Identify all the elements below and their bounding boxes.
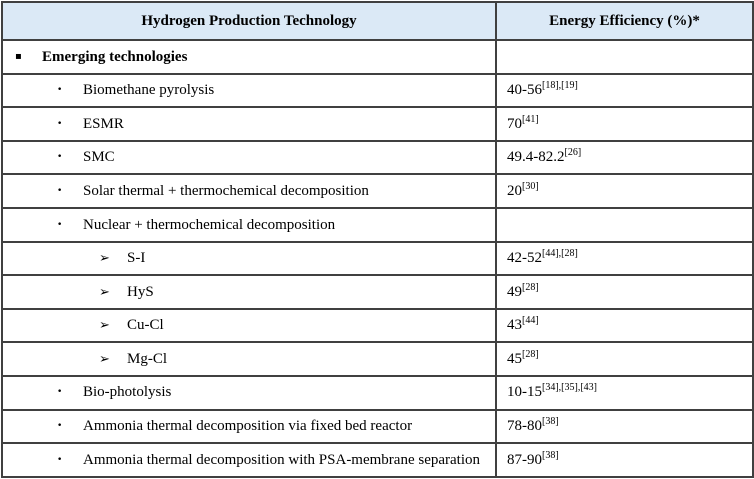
bullet-arrow-icon: ➢ [99, 318, 110, 334]
table-row: • Solar thermal + thermochemical decompos… [1, 173, 754, 209]
technology-label: Biomethane pyrolysis [83, 82, 215, 99]
table-row: ➢ Cu-Cl 43[44] [1, 307, 754, 344]
efficiency-value: 45 [507, 350, 522, 367]
efficiency-value: 40-56 [507, 82, 542, 99]
efficiency-value: 10-15 [507, 384, 542, 401]
technology-label: ESMR [83, 115, 124, 132]
column-header-efficiency: Energy Efficiency (%)* [495, 1, 754, 41]
efficiency-value: 70 [507, 115, 522, 132]
table-row: • Nuclear + thermochemical decomposition [1, 206, 754, 243]
header-row: Hydrogen Production Technology Energy Ef… [1, 1, 754, 41]
reference-superscript: [30] [522, 180, 539, 192]
bullet-arrow-icon: ➢ [99, 351, 110, 367]
reference-superscript: [34],[35],[43] [542, 382, 597, 394]
reference-superscript: [28] [522, 348, 539, 360]
reference-superscript: [44],[28] [542, 248, 578, 260]
efficiency-value: 20 [507, 182, 522, 199]
table-row: ➢ S-I 42-52[44],[28] [1, 240, 754, 277]
table-row: ➢ HyS 49[28] [1, 274, 754, 310]
reference-superscript: [38] [542, 449, 559, 461]
table-row: • Bio-photolysis 10-15[34],[35],[43] [1, 374, 754, 411]
bullet-dot-icon: • [57, 185, 63, 196]
table-row: ▪ Emerging technologies [1, 39, 754, 75]
table-row: • ESMR 70[41] [1, 106, 754, 142]
technology-label: Ammonia thermal decomposition with PSA-m… [83, 451, 481, 468]
table-row: ➢ Mg-Cl 45[28] [1, 341, 754, 377]
bullet-dot-icon: • [57, 387, 63, 398]
technology-label: SMC [83, 149, 115, 166]
bullet-dot-icon: • [57, 219, 63, 230]
technology-label: Nuclear + thermochemical decomposition [83, 216, 336, 233]
reference-superscript: [28] [522, 281, 539, 293]
bullet-dot-icon: • [57, 85, 63, 96]
technology-label: Cu-Cl [127, 317, 164, 334]
efficiency-value: 87-90 [507, 451, 542, 468]
efficiency-value: 49 [507, 283, 522, 300]
technology-label: Ammonia thermal decomposition via fixed … [83, 418, 413, 435]
efficiency-value: 49.4-82.2 [507, 149, 565, 166]
technology-label: Mg-Cl [127, 350, 168, 367]
reference-superscript: [26] [564, 147, 582, 159]
technology-label: Solar thermal + thermochemical decomposi… [83, 182, 369, 199]
table-row: • Ammonia thermal decomposition via fixed… [1, 408, 754, 445]
reference-superscript: [41] [522, 113, 539, 125]
efficiency-value: 78-80 [507, 418, 542, 435]
technology-label: S-I [127, 250, 146, 267]
technology-label: Bio-photolysis [83, 384, 172, 401]
bullet-arrow-icon: ➢ [99, 251, 110, 267]
reference-superscript: [18],[19] [542, 80, 578, 92]
efficiency-value: 43 [507, 317, 522, 334]
reference-superscript: [38] [542, 416, 559, 428]
bullet-dot-icon: • [57, 118, 63, 129]
reference-superscript: [44] [522, 315, 539, 327]
bullet-dot-icon: • [57, 152, 63, 163]
efficiency-value: 42-52 [507, 250, 542, 267]
technology-label: HyS [127, 283, 154, 300]
bullet-square-icon: ▪ [15, 50, 22, 62]
table-row: • Biomethane pyrolysis 40-56[18],[19] [1, 72, 754, 109]
technology-label: Emerging technologies [42, 48, 188, 65]
bullet-dot-icon: • [57, 454, 63, 465]
table-row: • SMC 49.4-82.2[26] [1, 139, 754, 176]
bullet-dot-icon: • [57, 421, 63, 432]
table-row: • Ammonia thermal decomposition with PSA-… [1, 442, 754, 478]
column-header-technology: Hydrogen Production Technology [1, 1, 497, 41]
bullet-arrow-icon: ➢ [99, 284, 110, 300]
